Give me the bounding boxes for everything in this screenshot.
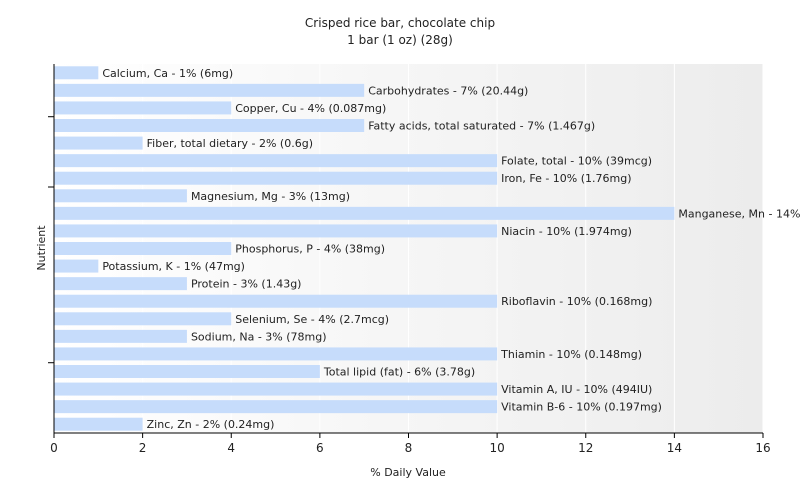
bars (54, 66, 675, 431)
x-tick-label: 14 (667, 441, 682, 455)
bar (54, 101, 232, 115)
bar (54, 400, 498, 414)
bar-label: Manganese, Mn - 14% (0.280mg) (678, 207, 800, 220)
x-tick-label: 10 (489, 441, 504, 455)
bar (54, 242, 232, 255)
bar (54, 206, 675, 220)
bar-label: Protein - 3% (1.43g) (191, 278, 302, 291)
x-tick-label: 4 (227, 441, 235, 455)
bar-label: Copper, Cu - 4% (0.087mg) (235, 102, 386, 115)
bar-label: Fiber, total dietary - 2% (0.6g) (147, 137, 313, 150)
bar-label: Phosphorus, P - 4% (38mg) (235, 243, 385, 256)
bar (54, 347, 498, 361)
bar-label: Selenium, Se - 4% (2.7mcg) (235, 313, 389, 326)
bar (54, 329, 187, 343)
bar (54, 224, 498, 238)
x-tick-label: 0 (50, 441, 58, 455)
x-tick-label: 16 (755, 441, 770, 455)
x-tick-label: 6 (316, 441, 324, 455)
bar (54, 83, 365, 97)
bar (54, 154, 498, 168)
bar (54, 294, 498, 308)
bar-label: Thiamin - 10% (0.148mg) (500, 348, 642, 361)
bar (54, 365, 320, 378)
bar-label: Iron, Fe - 10% (1.76mg) (501, 172, 631, 185)
bar (54, 119, 365, 132)
bar-label: Vitamin B-6 - 10% (0.197mg) (501, 401, 662, 414)
axes (48, 64, 764, 438)
x-tick-labels: 0 2 4 6 8 10 12 14 16 (50, 441, 770, 455)
bar-label: Folate, total - 10% (39mcg) (501, 155, 652, 168)
bar-label: Sodium, Na - 3% (78mg) (191, 330, 327, 343)
bar (54, 312, 232, 326)
bar (54, 277, 187, 291)
bar-label: Fatty acids, total saturated - 7% (1.467… (368, 120, 595, 133)
y-axis-title: Nutrient (35, 225, 48, 271)
x-axis-title: % Daily Value (370, 466, 446, 479)
x-tick-label: 2 (139, 441, 147, 455)
bar-label: Vitamin A, IU - 10% (494IU) (501, 383, 652, 396)
bar (54, 417, 143, 431)
bar-label: Riboflavin - 10% (0.168mg) (501, 295, 652, 308)
chart-title: Crisped rice bar, chocolate chip (305, 16, 495, 30)
bar-label: Calcium, Ca - 1% (6mg) (102, 67, 233, 80)
bar (54, 189, 187, 203)
chart-subtitle: 1 bar (1 oz) (28g) (347, 33, 453, 47)
bar-label: Niacin - 10% (1.974mg) (501, 225, 632, 238)
bar-label: Total lipid (fat) - 6% (3.78g) (323, 366, 475, 379)
bar (54, 136, 143, 150)
bar-label: Zinc, Zn - 2% (0.24mg) (147, 418, 275, 431)
bar (54, 66, 99, 80)
bar-label: Potassium, K - 1% (47mg) (102, 260, 245, 273)
bar-labels: Calcium, Ca - 1% (6mg) Carbohydrates - 7%… (102, 67, 800, 431)
bar-label: Magnesium, Mg - 3% (13mg) (191, 190, 350, 203)
bar (54, 382, 498, 396)
bar (54, 171, 498, 185)
x-tick-label: 8 (405, 441, 413, 455)
bar-label: Carbohydrates - 7% (20.44g) (368, 84, 528, 97)
bar (54, 259, 99, 273)
x-tick-label: 12 (578, 441, 593, 455)
